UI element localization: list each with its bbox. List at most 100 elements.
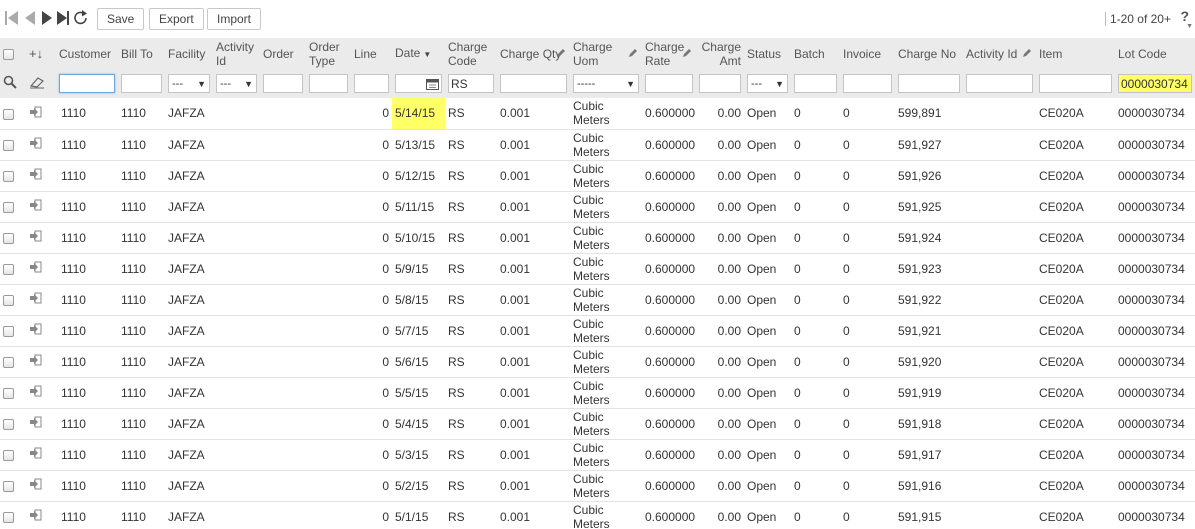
add-sort-header[interactable]: +↓ bbox=[26, 38, 56, 69]
export-button[interactable]: Export bbox=[149, 8, 204, 30]
col-facility[interactable]: Facility bbox=[165, 38, 213, 69]
table-row[interactable]: 1110 1110 JAFZA 0 5/9/15 RS 0.001 Cubic M… bbox=[0, 253, 1195, 285]
row-open-icon[interactable] bbox=[29, 385, 42, 397]
table-row[interactable]: 1110 1110 JAFZA 0 5/7/15 RS 0.001 Cubic M… bbox=[0, 315, 1195, 347]
row-open-icon[interactable] bbox=[29, 199, 42, 211]
row-open-icon[interactable] bbox=[29, 416, 42, 428]
filter-order-type-input[interactable] bbox=[309, 74, 348, 93]
filter-activity-id-2-input[interactable] bbox=[966, 74, 1033, 93]
col-charge-uom[interactable]: Charge Uom bbox=[570, 38, 642, 69]
row-open-icon[interactable] bbox=[29, 230, 42, 242]
filter-order-input[interactable] bbox=[263, 74, 303, 93]
filter-bill-to-input[interactable] bbox=[121, 74, 162, 93]
select-all-checkbox[interactable] bbox=[3, 48, 14, 60]
row-open-icon[interactable] bbox=[29, 168, 42, 180]
pencil-icon[interactable] bbox=[682, 48, 692, 58]
row-open-icon[interactable] bbox=[29, 447, 42, 459]
save-button[interactable]: Save bbox=[97, 8, 145, 30]
row-open-icon[interactable] bbox=[29, 509, 42, 521]
col-charge-no[interactable]: Charge No bbox=[895, 38, 963, 69]
help-icon[interactable]: ? bbox=[1180, 8, 1189, 24]
row-checkbox[interactable] bbox=[3, 449, 14, 461]
table-row[interactable]: 1110 1110 JAFZA 0 5/1/15 RS 0.001 Cubic M… bbox=[0, 501, 1195, 529]
row-open-icon[interactable] bbox=[29, 478, 42, 490]
filter-batch-input[interactable] bbox=[794, 74, 837, 93]
filter-activity-id-select[interactable]: --- ▼ bbox=[216, 74, 257, 93]
col-bill-to[interactable]: Bill To bbox=[118, 38, 165, 69]
pencil-icon[interactable] bbox=[628, 48, 638, 58]
col-line[interactable]: Line bbox=[351, 38, 392, 69]
col-charge-code[interactable]: Charge Code bbox=[445, 38, 497, 69]
table-row[interactable]: 1110 1110 JAFZA 0 5/5/15 RS 0.001 Cubic M… bbox=[0, 377, 1195, 409]
next-page-icon[interactable] bbox=[39, 9, 55, 27]
col-date[interactable]: Date ▼ bbox=[392, 38, 445, 69]
row-checkbox[interactable] bbox=[3, 263, 14, 275]
table-row[interactable]: 1110 1110 JAFZA 0 5/3/15 RS 0.001 Cubic M… bbox=[0, 439, 1195, 471]
last-page-icon[interactable] bbox=[55, 9, 71, 27]
table-row[interactable]: 1110 1110 JAFZA 0 5/10/15 RS 0.001 Cubic… bbox=[0, 222, 1195, 254]
filter-line-input[interactable] bbox=[354, 74, 389, 93]
col-lot-code[interactable]: Lot Code bbox=[1115, 38, 1195, 69]
row-open-icon[interactable] bbox=[29, 137, 42, 149]
col-order[interactable]: Order bbox=[260, 38, 306, 69]
table-row[interactable]: 1110 1110 JAFZA 0 5/13/15 RS 0.001 Cubic… bbox=[0, 129, 1195, 161]
row-checkbox[interactable] bbox=[3, 170, 14, 182]
col-activity-id[interactable]: Activity Id bbox=[213, 38, 260, 69]
filter-charge-rate-input[interactable] bbox=[645, 74, 693, 93]
col-customer[interactable]: Customer bbox=[56, 38, 118, 69]
col-order-type[interactable]: Order Type bbox=[306, 38, 351, 69]
add-sort-icon[interactable]: +↓ bbox=[29, 45, 44, 61]
row-checkbox[interactable] bbox=[3, 387, 14, 399]
refresh-icon[interactable] bbox=[73, 9, 89, 27]
search-icon[interactable] bbox=[3, 75, 17, 89]
col-activity-id-2[interactable]: Activity Id bbox=[963, 38, 1036, 69]
filter-item-input[interactable] bbox=[1039, 74, 1112, 93]
col-charge-amt[interactable]: Charge Amt bbox=[696, 38, 744, 69]
row-open-icon[interactable] bbox=[29, 292, 42, 304]
first-page-icon[interactable] bbox=[4, 9, 20, 27]
col-status[interactable]: Status bbox=[744, 38, 791, 69]
row-checkbox[interactable] bbox=[3, 325, 14, 337]
filter-invoice-input[interactable] bbox=[843, 74, 892, 93]
table-row[interactable]: 1110 1110 JAFZA 0 5/4/15 RS 0.001 Cubic M… bbox=[0, 408, 1195, 440]
filter-charge-qty-input[interactable] bbox=[500, 74, 567, 93]
row-open-icon[interactable] bbox=[29, 354, 42, 366]
eraser-icon[interactable] bbox=[29, 75, 45, 89]
row-checkbox[interactable] bbox=[3, 511, 14, 523]
table-row[interactable]: 1110 1110 JAFZA 0 5/8/15 RS 0.001 Cubic M… bbox=[0, 284, 1195, 316]
col-batch[interactable]: Batch bbox=[791, 38, 840, 69]
row-checkbox[interactable] bbox=[3, 139, 14, 151]
filter-facility-select[interactable]: --- ▼ bbox=[168, 74, 210, 93]
help-caret-icon[interactable]: ▼ bbox=[1186, 23, 1193, 30]
filter-charge-code-input[interactable] bbox=[448, 74, 494, 93]
col-charge-qty[interactable]: Charge Qty bbox=[497, 38, 570, 69]
row-checkbox[interactable] bbox=[3, 418, 14, 430]
calendar-icon[interactable] bbox=[426, 78, 439, 90]
filter-lot-code-input[interactable] bbox=[1118, 74, 1192, 93]
row-open-icon[interactable] bbox=[29, 261, 42, 273]
table-row[interactable]: 1110 1110 JAFZA 0 5/12/15 RS 0.001 Cubic… bbox=[0, 160, 1195, 192]
table-row[interactable]: 1110 1110 JAFZA 0 5/2/15 RS 0.001 Cubic M… bbox=[0, 470, 1195, 502]
table-row[interactable]: 1110 1110 JAFZA 0 5/6/15 RS 0.001 Cubic M… bbox=[0, 346, 1195, 378]
row-checkbox[interactable] bbox=[3, 201, 14, 213]
row-checkbox[interactable] bbox=[3, 480, 14, 492]
row-checkbox[interactable] bbox=[3, 232, 14, 244]
col-invoice[interactable]: Invoice bbox=[840, 38, 895, 69]
row-checkbox[interactable] bbox=[3, 108, 14, 120]
import-button[interactable]: Import bbox=[207, 8, 262, 30]
prev-page-icon[interactable] bbox=[22, 9, 38, 27]
row-checkbox[interactable] bbox=[3, 294, 14, 306]
pencil-icon[interactable] bbox=[1022, 48, 1032, 58]
col-charge-rate[interactable]: Charge Rate bbox=[642, 38, 696, 69]
row-checkbox[interactable] bbox=[3, 356, 14, 368]
table-row[interactable]: 1110 1110 JAFZA 0 5/11/15 RS 0.001 Cubic… bbox=[0, 191, 1195, 223]
filter-charge-amt-input[interactable] bbox=[699, 74, 741, 93]
row-open-icon[interactable] bbox=[29, 323, 42, 335]
filter-charge-uom-select[interactable]: ----- ▼ bbox=[573, 74, 639, 93]
table-row[interactable]: 1110 1110 JAFZA 0 5/14/15 RS 0.001 Cubic… bbox=[0, 98, 1195, 130]
col-item[interactable]: Item bbox=[1036, 38, 1115, 69]
filter-charge-no-input[interactable] bbox=[898, 74, 960, 93]
row-open-icon[interactable] bbox=[29, 106, 42, 118]
pencil-icon[interactable] bbox=[556, 48, 566, 58]
filter-status-select[interactable]: --- ▼ bbox=[747, 74, 788, 93]
